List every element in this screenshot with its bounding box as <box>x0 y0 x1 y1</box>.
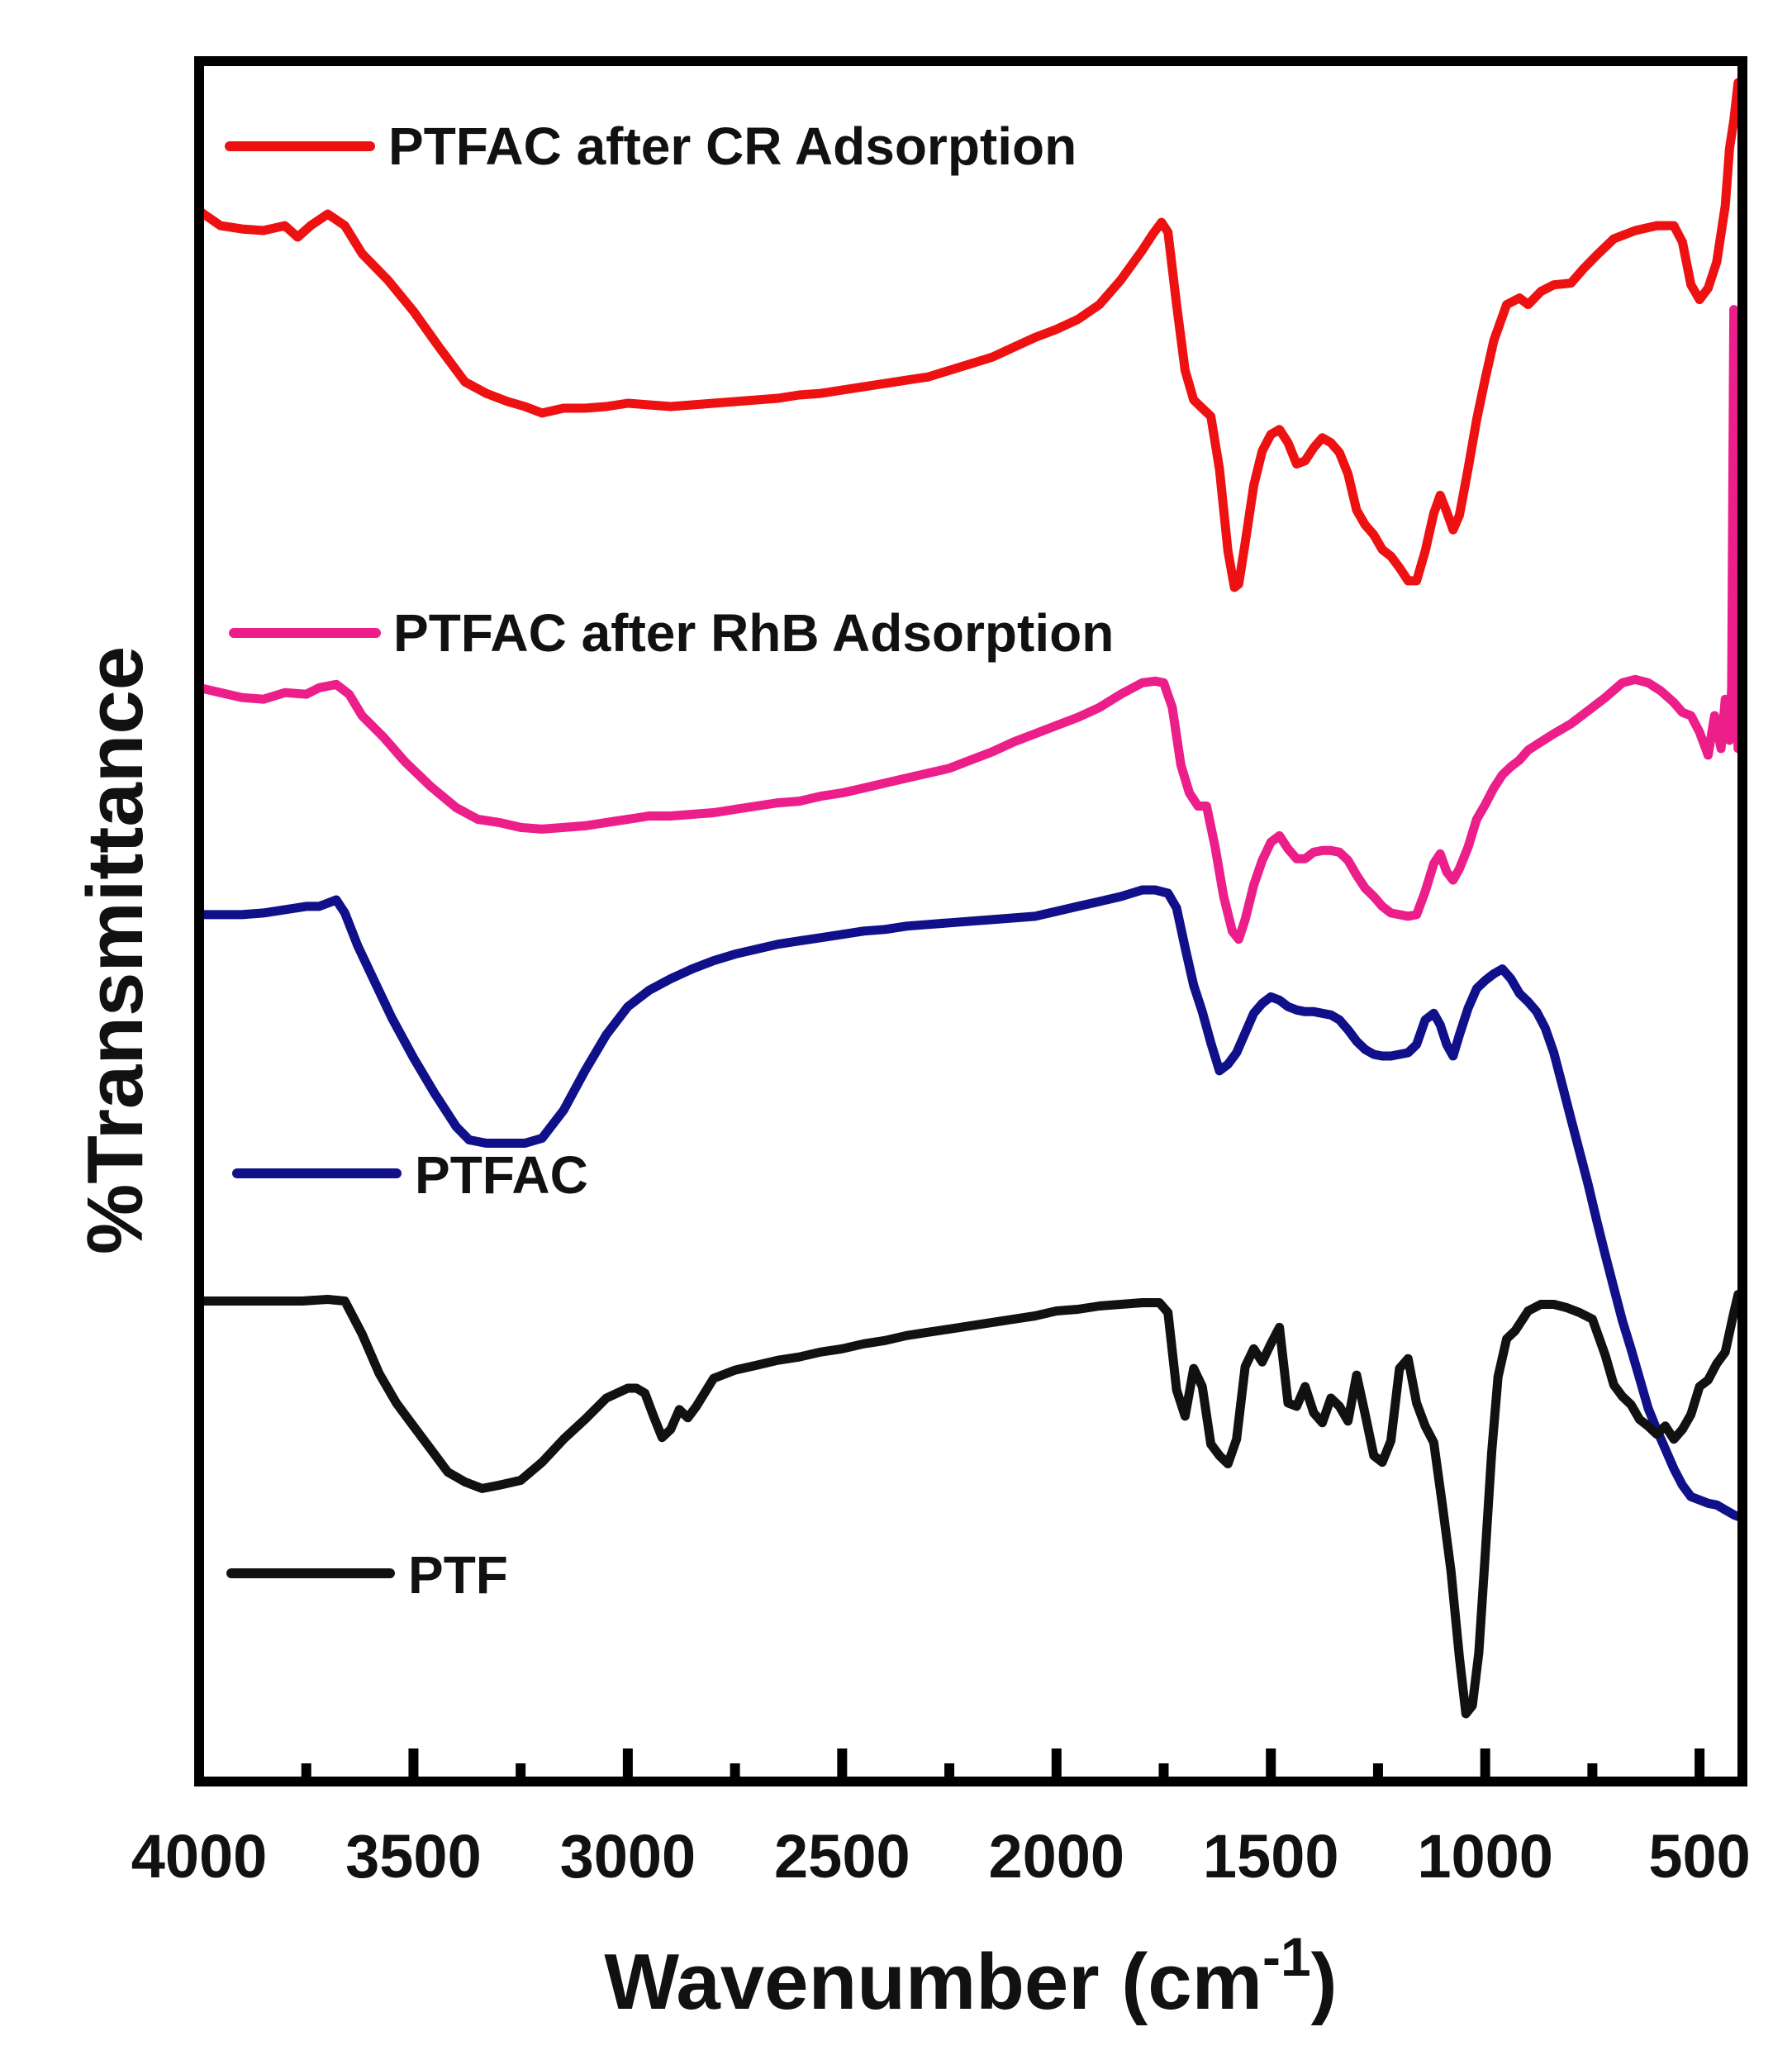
y-axis-title: %Transmittance <box>71 646 159 1254</box>
x-tick-label: 2000 <box>988 1822 1124 1891</box>
series-ptfac-after-rhb <box>194 305 1743 944</box>
x-axis-title: Wavenumber (cm-1) <box>604 1926 1337 2026</box>
series-ptfac <box>194 885 1743 1521</box>
legend-label-cr: PTFAC after CR Adsorption <box>388 117 1077 176</box>
x-tick-label: 4000 <box>131 1822 268 1891</box>
legend: PTFAC after CR Adsorption PTFAC after Rh… <box>225 117 1114 1605</box>
plot-frame <box>194 56 1747 1786</box>
x-tick-label: 3500 <box>345 1822 482 1891</box>
legend-label-ptfac: PTFAC <box>415 1145 588 1205</box>
x-tick-label: 1500 <box>1203 1822 1339 1891</box>
x-tick-label: 500 <box>1648 1822 1750 1891</box>
series-ptf <box>194 1290 1743 1719</box>
legend-label-ptf: PTF <box>408 1545 508 1605</box>
series-ptfac-after-cr <box>194 78 1743 592</box>
x-tick-label: 3000 <box>560 1822 696 1891</box>
legend-label-rhb: PTFAC after RhB Adsorption <box>393 603 1114 663</box>
x-axis-tick-labels: 4000 3500 3000 2500 2000 1500 1000 500 <box>131 1822 1751 1891</box>
x-tick-label: 2500 <box>774 1822 910 1891</box>
series-layer <box>194 78 1743 1719</box>
x-axis-ticks <box>194 1748 1705 1782</box>
x-tick-label: 1000 <box>1417 1822 1553 1891</box>
